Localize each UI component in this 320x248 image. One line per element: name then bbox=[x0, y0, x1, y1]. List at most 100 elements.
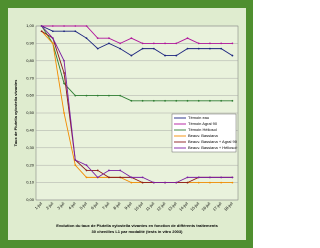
data-point bbox=[97, 170, 99, 172]
data-point bbox=[41, 25, 43, 27]
data-point bbox=[119, 95, 121, 97]
y-tick-label: 0,70 bbox=[26, 75, 35, 80]
data-point bbox=[108, 37, 110, 39]
legend-label: Beauv. Bassiana bbox=[188, 133, 218, 138]
data-point bbox=[220, 176, 222, 178]
data-point bbox=[198, 176, 200, 178]
data-point bbox=[231, 176, 233, 178]
data-point bbox=[175, 182, 177, 184]
data-point bbox=[153, 182, 155, 184]
data-point bbox=[97, 95, 99, 97]
data-point bbox=[187, 182, 189, 184]
data-point bbox=[108, 176, 110, 178]
data-point bbox=[198, 43, 200, 45]
data-point bbox=[164, 43, 166, 45]
data-point bbox=[130, 37, 132, 39]
data-point bbox=[74, 164, 76, 166]
data-point bbox=[153, 48, 155, 50]
data-point bbox=[209, 176, 211, 178]
data-point bbox=[142, 43, 144, 45]
data-point bbox=[108, 95, 110, 97]
y-tick-label: 1,00 bbox=[26, 23, 35, 28]
data-point bbox=[164, 100, 166, 102]
data-point bbox=[175, 43, 177, 45]
data-point bbox=[86, 37, 88, 39]
y-tick-label: 0,40 bbox=[26, 127, 35, 132]
page: {"chart_data":{"type":"line", "title":"E… bbox=[0, 0, 253, 248]
data-point bbox=[74, 25, 76, 27]
data-point bbox=[220, 182, 222, 184]
data-point bbox=[63, 30, 65, 32]
data-point bbox=[142, 176, 144, 178]
chart-title: Evolution du taux de Plutella xylostella… bbox=[56, 223, 218, 228]
data-point bbox=[164, 55, 166, 57]
data-point bbox=[97, 176, 99, 178]
data-point bbox=[63, 72, 65, 74]
data-point bbox=[97, 48, 99, 50]
data-point bbox=[63, 25, 65, 27]
y-axis-label: Taux de Plutella xylostella vivantes bbox=[13, 79, 18, 146]
data-point bbox=[142, 182, 144, 184]
y-tick-label: 0,60 bbox=[26, 93, 35, 98]
y-tick-label: 0,30 bbox=[26, 145, 35, 150]
legend-label: Témoin Agral 90 bbox=[188, 121, 218, 126]
data-point bbox=[187, 37, 189, 39]
data-point bbox=[175, 100, 177, 102]
data-point bbox=[63, 83, 65, 85]
data-point bbox=[153, 43, 155, 45]
data-point bbox=[198, 100, 200, 102]
legend-label: Témoin Héliosol bbox=[188, 127, 217, 132]
data-point bbox=[209, 43, 211, 45]
data-point bbox=[175, 55, 177, 57]
data-point bbox=[108, 170, 110, 172]
data-point bbox=[187, 176, 189, 178]
y-tick-label: 0,10 bbox=[26, 180, 35, 185]
data-point bbox=[52, 43, 54, 45]
data-point bbox=[119, 48, 121, 50]
data-point bbox=[74, 95, 76, 97]
data-point bbox=[52, 30, 54, 32]
y-tick-label: 0,80 bbox=[26, 58, 35, 63]
data-point bbox=[86, 95, 88, 97]
data-point bbox=[130, 182, 132, 184]
data-point bbox=[86, 164, 88, 166]
y-tick-label: 0,20 bbox=[26, 162, 35, 167]
data-point bbox=[97, 37, 99, 39]
data-point bbox=[130, 100, 132, 102]
y-tick-label: 0,00 bbox=[26, 197, 35, 202]
data-point bbox=[108, 43, 110, 45]
data-point bbox=[52, 25, 54, 27]
data-point bbox=[164, 182, 166, 184]
legend-label: Témoin eau bbox=[188, 115, 209, 120]
data-point bbox=[231, 100, 233, 102]
data-point bbox=[198, 182, 200, 184]
data-point bbox=[86, 176, 88, 178]
legend-label: Beauv. Bassiana + Héliosol bbox=[188, 145, 237, 150]
data-point bbox=[130, 55, 132, 57]
data-point bbox=[63, 60, 65, 62]
data-point bbox=[231, 182, 233, 184]
data-point bbox=[41, 30, 43, 32]
data-point bbox=[119, 176, 121, 178]
y-tick-label: 0,50 bbox=[26, 110, 35, 115]
data-point bbox=[187, 100, 189, 102]
data-point bbox=[231, 43, 233, 45]
data-point bbox=[86, 25, 88, 27]
data-point bbox=[220, 48, 222, 50]
chart: Taux de Plutella xylostella vivantes Evo… bbox=[0, 0, 253, 248]
data-point bbox=[86, 170, 88, 172]
legend-label: Beauv. Bassiana + Agral 90 bbox=[188, 139, 238, 144]
data-point bbox=[130, 176, 132, 178]
data-point bbox=[142, 100, 144, 102]
chart-subtitle: 30 chenilles L1 par modalité (tests in v… bbox=[92, 229, 184, 234]
data-point bbox=[142, 48, 144, 50]
data-point bbox=[52, 37, 54, 39]
data-point bbox=[153, 100, 155, 102]
data-point bbox=[63, 112, 65, 114]
data-point bbox=[198, 48, 200, 50]
data-point bbox=[187, 48, 189, 50]
data-point bbox=[220, 43, 222, 45]
data-point bbox=[119, 170, 121, 172]
data-point bbox=[209, 48, 211, 50]
data-point bbox=[119, 43, 121, 45]
